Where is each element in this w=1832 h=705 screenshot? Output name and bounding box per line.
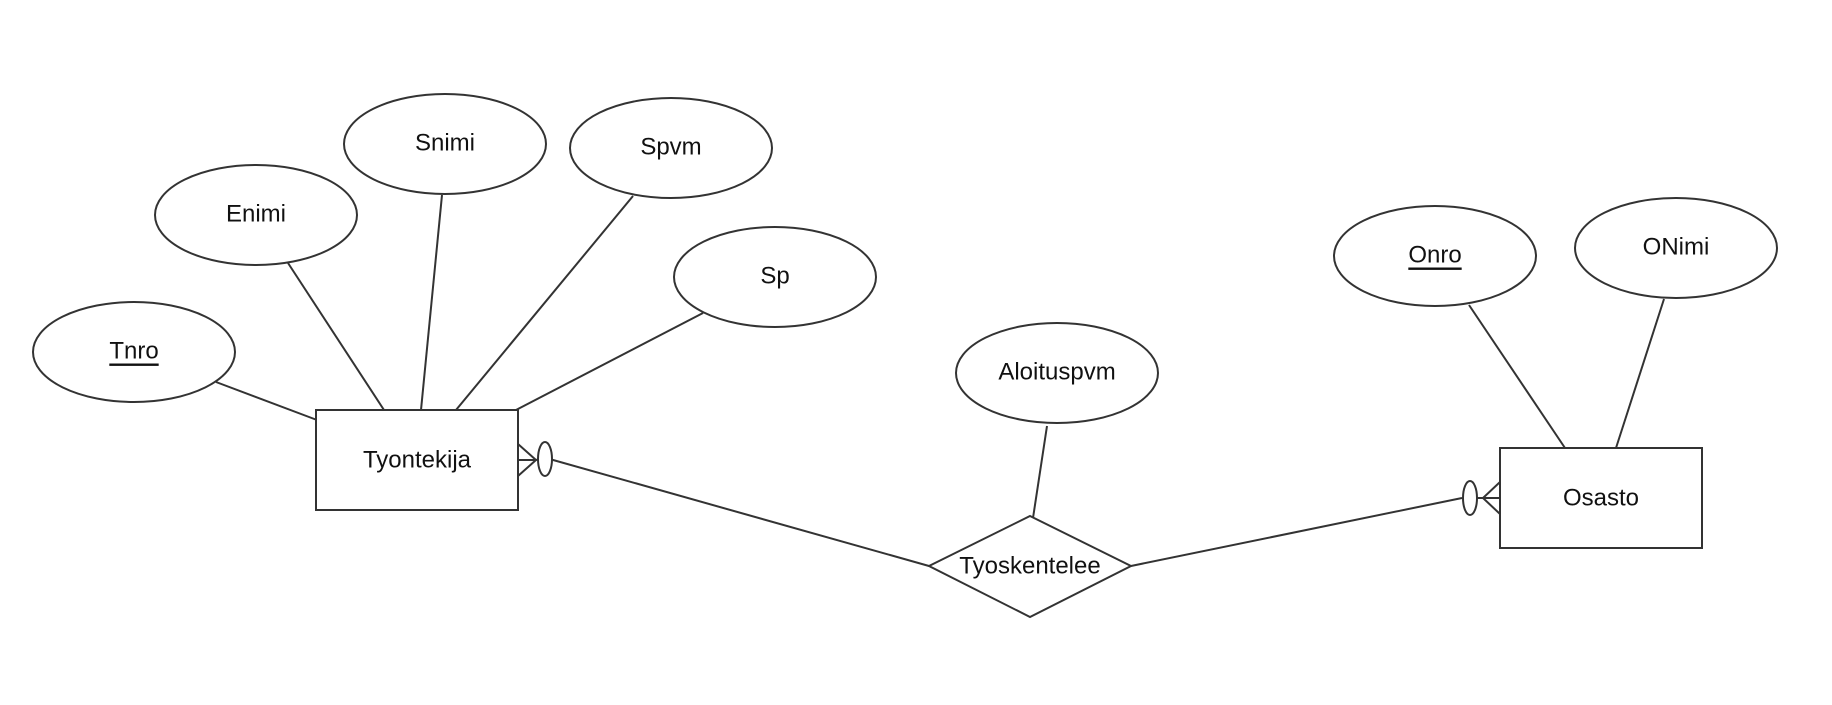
crowfoot-osasto	[1462, 480, 1501, 516]
attribute-label: Sp	[760, 263, 789, 290]
crowfoot-prong-top	[1482, 481, 1501, 499]
connector-snimi	[420, 194, 443, 411]
line-tyoskentelee-osasto	[1130, 497, 1463, 567]
connector-enimi	[287, 262, 385, 411]
connector-onro	[1468, 304, 1566, 449]
attribute-label: Enimi	[226, 201, 286, 228]
crowfoot-prong-top	[517, 443, 537, 461]
attribute-aloituspvm[interactable]: Aloituspvm	[955, 322, 1159, 424]
attribute-shape	[1574, 197, 1778, 299]
attribute-shape	[343, 93, 547, 195]
crowfoot-zero-circle	[1462, 480, 1478, 516]
attribute-sp[interactable]: Sp	[673, 226, 877, 328]
attribute-label-key: Tnro	[109, 338, 158, 365]
connector-aloituspvm	[1032, 425, 1048, 519]
attribute-label: Spvm	[640, 134, 701, 161]
attribute-enimi[interactable]: Enimi	[154, 164, 358, 266]
attribute-shape	[154, 164, 358, 266]
attribute-shape	[32, 301, 236, 403]
crowfoot-tyontekija	[517, 441, 553, 477]
line-tyontekija-tyoskentelee	[545, 457, 930, 567]
attribute-label-key: Onro	[1408, 242, 1461, 269]
entity-label: Tyontekija	[363, 447, 472, 474]
connector-spvm	[455, 195, 634, 411]
entity-tyontekija[interactable]: Tyontekija	[315, 409, 519, 511]
relationship-tyoskentelee[interactable]: Tyoskentelee	[926, 514, 1134, 619]
relationship-label: Tyoskentelee	[959, 553, 1100, 580]
attribute-shape	[955, 322, 1159, 424]
attribute-shape	[1333, 205, 1537, 307]
crowfoot-prong-bottom	[517, 459, 537, 477]
connector-sp	[515, 312, 704, 411]
connector-onimi	[1615, 298, 1665, 449]
attribute-shape	[569, 97, 773, 199]
connector-tnro	[215, 381, 318, 421]
attribute-onro[interactable]: Onro	[1333, 205, 1537, 307]
attribute-spvm[interactable]: Spvm	[569, 97, 773, 199]
attribute-snimi[interactable]: Snimi	[343, 93, 547, 195]
crowfoot-prong-bottom	[1482, 497, 1501, 515]
entity-label: Osasto	[1563, 485, 1639, 512]
entity-shape	[315, 409, 519, 511]
attribute-onimi[interactable]: ONimi	[1574, 197, 1778, 299]
attribute-label: Snimi	[415, 130, 475, 157]
relationship-shape	[926, 514, 1134, 619]
crowfoot-zero-circle	[537, 441, 553, 477]
attribute-tnro[interactable]: Tnro	[32, 301, 236, 403]
attribute-label: Aloituspvm	[998, 359, 1115, 386]
attribute-connectors	[215, 194, 1665, 519]
attribute-label: ONimi	[1643, 234, 1710, 261]
entity-osasto[interactable]: Osasto	[1499, 447, 1703, 549]
attribute-shape	[673, 226, 877, 328]
relationship-connectors	[545, 457, 1463, 567]
entity-shape	[1499, 447, 1703, 549]
